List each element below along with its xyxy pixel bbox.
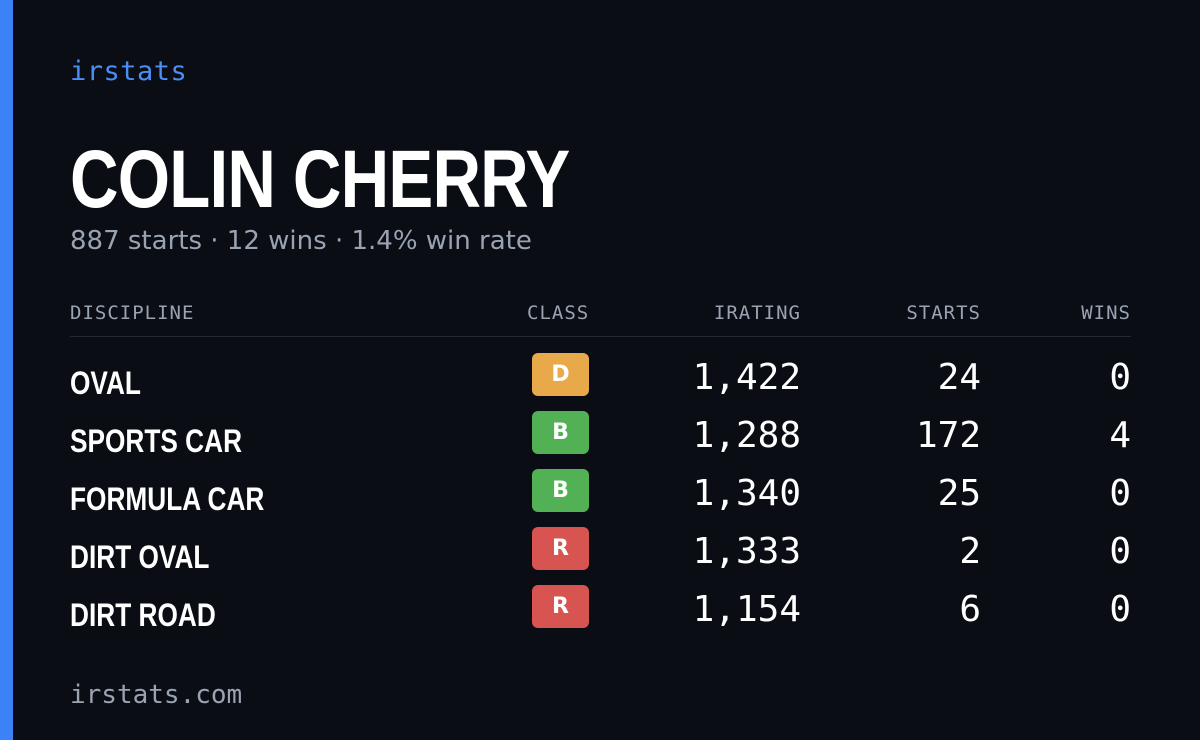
starts-value: 24 bbox=[937, 357, 981, 398]
license-class-badge: B bbox=[532, 469, 589, 512]
discipline-name: DIRT ROAD bbox=[70, 597, 216, 633]
starts-value: 2 bbox=[959, 531, 981, 572]
license-class-badge: D bbox=[532, 353, 589, 396]
driver-name: COLIN CHERRY bbox=[70, 134, 570, 225]
table-body: OVAL D 1,422 24 0 SPORTS CAR B 1,288 172… bbox=[70, 337, 1131, 643]
license-class-badge: B bbox=[532, 411, 589, 454]
footer-site-url: irstats.com bbox=[70, 680, 243, 710]
header-wins: WINS bbox=[1081, 302, 1131, 324]
irating-value: 1,333 bbox=[692, 531, 801, 572]
irating-value: 1,340 bbox=[692, 473, 801, 514]
license-class-badge: R bbox=[532, 585, 589, 628]
summary-separator: · bbox=[334, 226, 344, 256]
accent-bar bbox=[0, 0, 13, 740]
header-class: CLASS bbox=[527, 302, 590, 324]
discipline-name: FORMULA CAR bbox=[70, 481, 265, 517]
discipline-stats-table: DISCIPLINE CLASS IRATING STARTS WINS OVA… bbox=[70, 296, 1131, 643]
discipline-name: OVAL bbox=[70, 365, 141, 401]
win-rate: 1.4% win rate bbox=[351, 226, 532, 256]
header-discipline: DISCIPLINE bbox=[70, 302, 195, 324]
starts-value: 172 bbox=[915, 415, 981, 456]
table-row: DIRT OVAL R 1,333 2 0 bbox=[70, 527, 1131, 585]
irating-value: 1,422 bbox=[692, 357, 801, 398]
table-row: FORMULA CAR B 1,340 25 0 bbox=[70, 469, 1131, 527]
total-starts: 887 starts bbox=[70, 226, 202, 256]
starts-value: 6 bbox=[959, 589, 981, 630]
license-class-badge: R bbox=[532, 527, 589, 570]
discipline-name: DIRT OVAL bbox=[70, 539, 210, 575]
table-header: DISCIPLINE CLASS IRATING STARTS WINS bbox=[70, 296, 1131, 337]
table-row: OVAL D 1,422 24 0 bbox=[70, 353, 1131, 411]
wins-value: 0 bbox=[1109, 531, 1131, 572]
table-row: DIRT ROAD R 1,154 6 0 bbox=[70, 585, 1131, 643]
wins-value: 0 bbox=[1109, 589, 1131, 630]
discipline-name: SPORTS CAR bbox=[70, 423, 243, 459]
irating-value: 1,288 bbox=[692, 415, 801, 456]
wins-value: 0 bbox=[1109, 357, 1131, 398]
irating-value: 1,154 bbox=[692, 589, 801, 630]
brand-logo-text: irstats bbox=[70, 56, 188, 87]
header-starts: STARTS bbox=[906, 302, 981, 324]
total-wins: 12 wins bbox=[226, 226, 327, 256]
summary-separator: · bbox=[210, 226, 219, 256]
header-irating: IRATING bbox=[713, 302, 801, 324]
starts-value: 25 bbox=[937, 473, 981, 514]
wins-value: 0 bbox=[1109, 473, 1131, 514]
wins-value: 4 bbox=[1109, 415, 1131, 456]
driver-summary: 887 starts · 12 wins · 1.4% win rate bbox=[70, 226, 532, 256]
table-row: SPORTS CAR B 1,288 172 4 bbox=[70, 411, 1131, 469]
